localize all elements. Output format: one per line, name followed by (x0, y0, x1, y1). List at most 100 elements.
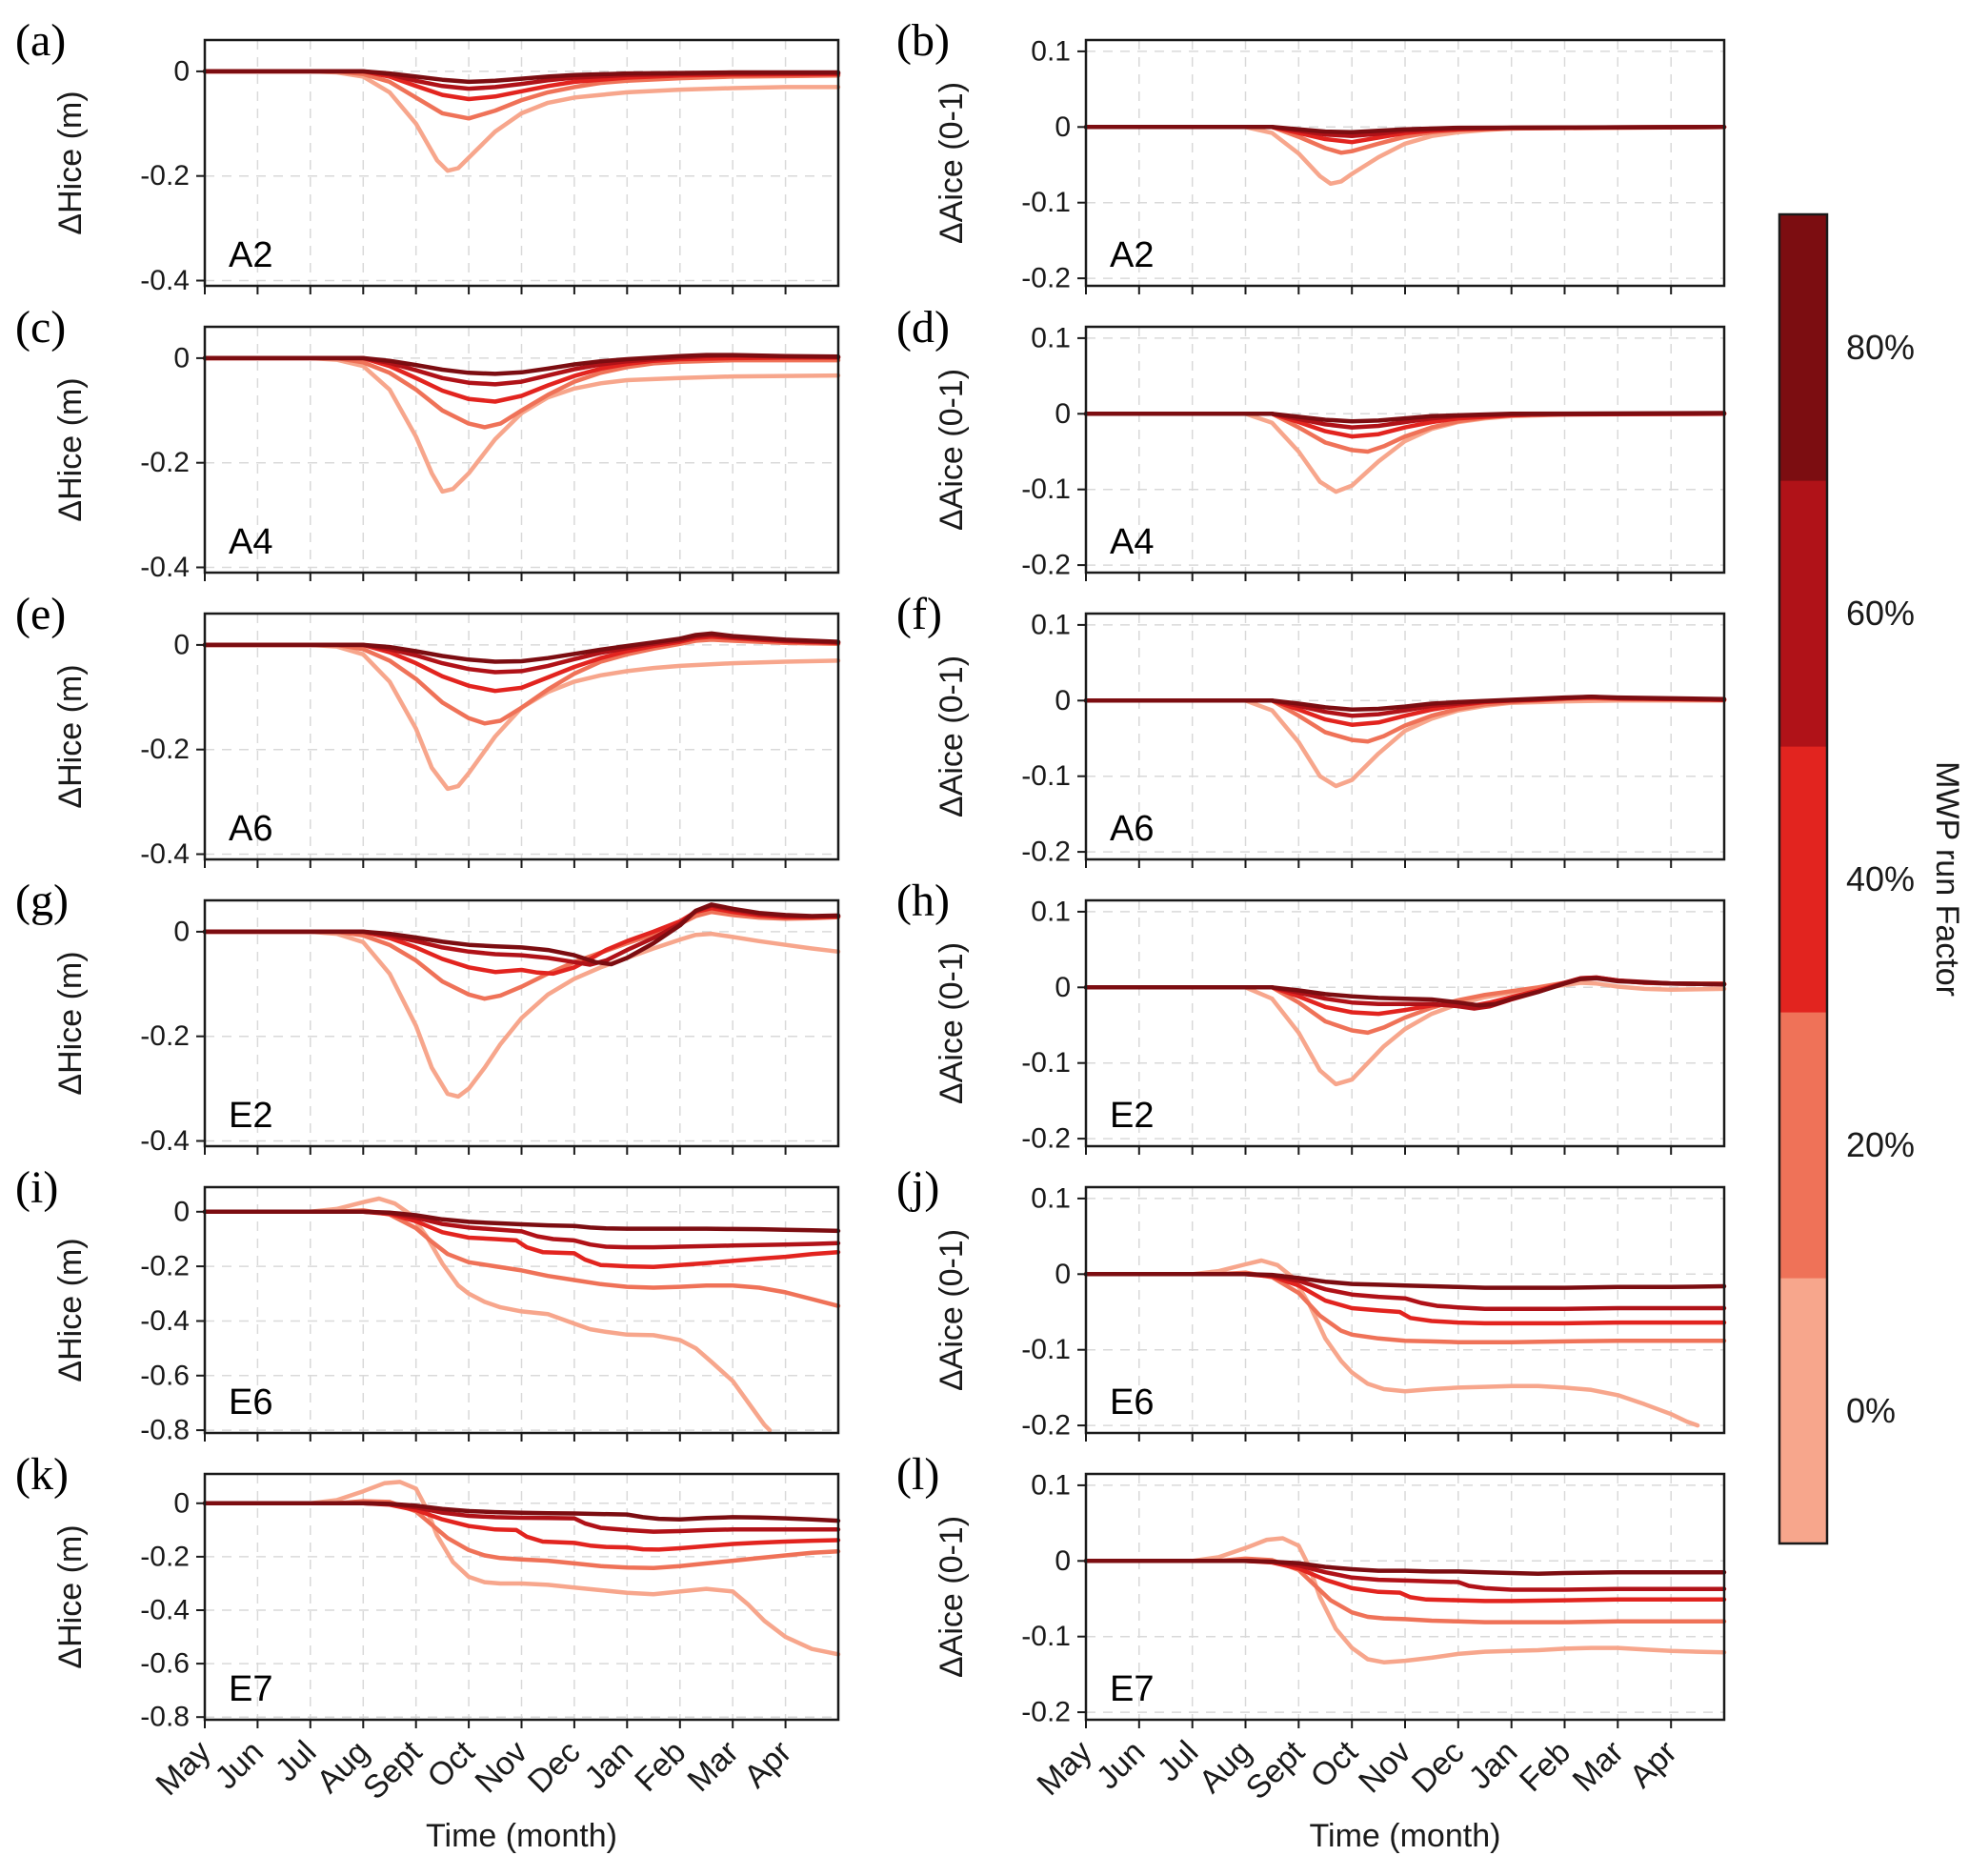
panel-a6-hice: 0 -0.2 -0.4 ΔHice (m) A6 (e) (15, 589, 841, 870)
x-tick-label: Jan (577, 1734, 640, 1797)
y-axis-label: ΔHice (m) (52, 1524, 89, 1668)
y-tick-label: 0.1 (1031, 896, 1071, 927)
series-line-80pct (1083, 1272, 1727, 1290)
y-tick-label: -0.1 (1021, 1047, 1071, 1079)
panel-a2-aice: 0.1 0 -0.1 -0.2 ΔAice (0-1) A2 (b) (896, 15, 1727, 294)
y-tick-label: 0 (173, 55, 190, 87)
y-tick-label: 0 (173, 1487, 190, 1519)
panel-letter: (f) (896, 589, 942, 639)
x-tick-label: Oct (1304, 1733, 1366, 1795)
y-tick-label: -0.4 (140, 1125, 190, 1157)
y-tick-label: -0.1 (1021, 1621, 1071, 1652)
series-line-20pct (202, 637, 841, 726)
panel-tag: E6 (229, 1382, 272, 1422)
x-tick-label: Oct (420, 1733, 482, 1795)
panel-a4-aice: 0.1 0 -0.1 -0.2 ΔAice (0-1) A4 (d) (896, 302, 1727, 581)
panel-a6-aice: 0.1 0 -0.1 -0.2 ΔAice (0-1) A6 (f) (896, 589, 1727, 868)
colorbar-frame (1778, 212, 1829, 1545)
y-axis-label: ΔHice (m) (52, 951, 89, 1095)
panel-e2-aice: 0.1 0 -0.1 -0.2 ΔAice (0-1) E2 (h) (896, 876, 1727, 1155)
series-line-80pct (1083, 1559, 1727, 1577)
series-line-80pct (1083, 125, 1727, 135)
panel-letter: (j) (896, 1162, 939, 1213)
y-tick-label: -0.2 (140, 160, 190, 192)
panel-tag: A2 (229, 235, 272, 275)
y-axis-label: ΔHice (m) (52, 91, 89, 234)
x-tick-label: Feb (1513, 1734, 1577, 1799)
y-tick-label: -0.2 (140, 1541, 190, 1572)
colorbar-axis-label: MWP run Factor (1929, 761, 1965, 997)
y-axis-label: ΔAice (0-1) (934, 82, 970, 244)
panel-tag: E2 (229, 1096, 272, 1136)
series-line-20pct (202, 1208, 841, 1308)
panel-tag: A4 (1110, 522, 1154, 562)
y-tick-label: 0 (173, 342, 190, 373)
x-tick-label: Jan (1462, 1734, 1525, 1797)
y-tick-label: 0 (1055, 685, 1071, 716)
y-tick-label: -0.4 (140, 1305, 190, 1337)
y-tick-label: 0 (1055, 111, 1071, 143)
y-axis-label: ΔAice (0-1) (934, 369, 970, 531)
panel-letter: (a) (15, 15, 66, 66)
y-tick-label: 0 (1055, 1259, 1071, 1290)
y-tick-label: 0.1 (1031, 1182, 1071, 1214)
y-tick-label: 0.1 (1031, 1469, 1071, 1501)
y-tick-label: -0.6 (140, 1360, 190, 1391)
series-line-40pct (202, 355, 841, 404)
series-line-60pct (1083, 1272, 1727, 1312)
panel-a2-hice: 0 -0.2 -0.4 ΔHice (m) A2 (a) (15, 15, 841, 296)
y-tick-label: 0.1 (1031, 35, 1071, 67)
y-tick-label: -0.2 (1021, 550, 1071, 581)
colorbar-segment-60pct (1779, 480, 1827, 747)
x-tick-label: Jun (208, 1734, 271, 1797)
y-axis-label: ΔHice (m) (52, 664, 89, 808)
series-line-40pct (1083, 1272, 1727, 1326)
y-axis-label: ΔAice (0-1) (934, 1516, 970, 1678)
panel-letter: (k) (15, 1449, 69, 1500)
colorbar-segment-40pct (1779, 746, 1827, 1013)
series-line-40pct (1083, 1559, 1727, 1604)
panel-tag: A2 (1110, 235, 1154, 275)
panel-tag: A6 (1110, 809, 1154, 849)
x-tick-label: Apr (737, 1734, 798, 1795)
y-axis-label: ΔAice (0-1) (934, 656, 970, 817)
y-tick-label: -0.2 (1021, 263, 1071, 294)
series-line-20pct (202, 355, 841, 430)
series-line-40pct (202, 1209, 841, 1269)
y-tick-label: 0.1 (1031, 322, 1071, 353)
x-tick-label: Mar (1566, 1734, 1631, 1799)
series-line-0pct (1083, 1536, 1727, 1664)
colorbar-tick-label: 20% (1846, 1125, 1915, 1164)
y-tick-label: 0 (1055, 398, 1071, 430)
x-tick-label: May (149, 1734, 217, 1803)
y-tick-label: -0.1 (1021, 187, 1071, 218)
series-line-40pct (202, 1501, 841, 1552)
x-axis-label: Time (month) (1310, 1818, 1501, 1854)
colorbar-tick-label: 40% (1846, 859, 1915, 898)
y-tick-label: -0.4 (140, 265, 190, 296)
y-axis-label: ΔAice (0-1) (934, 1229, 970, 1391)
panel-tag: E2 (1110, 1096, 1154, 1136)
x-tick-label: May (1030, 1734, 1098, 1803)
x-tick-label: Dec (521, 1734, 588, 1801)
series-line-0pct (202, 355, 841, 494)
y-tick-label: -0.2 (140, 447, 190, 478)
y-tick-label: -0.2 (140, 1020, 190, 1052)
series-line-80pct (1083, 411, 1727, 424)
y-tick-label: -0.8 (140, 1702, 190, 1733)
panel-tag: E7 (229, 1669, 272, 1709)
y-tick-label: -0.2 (140, 734, 190, 765)
y-tick-label: 0 (173, 629, 190, 660)
y-tick-label: -0.2 (140, 1251, 190, 1282)
colorbar-tick-label: 60% (1846, 594, 1915, 633)
y-tick-label: 0 (1055, 1545, 1071, 1577)
x-tick-label: Feb (628, 1734, 693, 1799)
x-tick-label: Nov (1352, 1734, 1418, 1801)
series-line-80pct (202, 69, 841, 85)
series-line-0pct (1083, 980, 1727, 1087)
series-line-80pct (1083, 695, 1727, 713)
x-tick-label: Nov (469, 1734, 535, 1801)
y-tick-label: -0.1 (1021, 760, 1071, 792)
